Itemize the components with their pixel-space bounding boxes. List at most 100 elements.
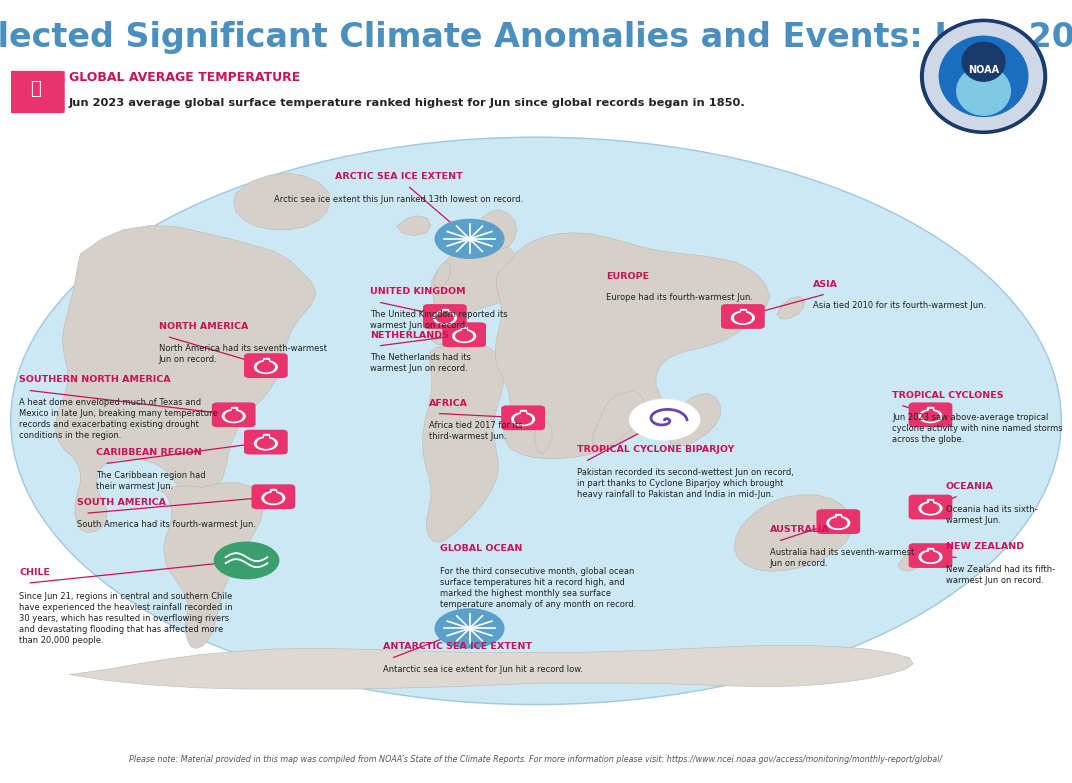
Text: The United Kingdom reported its
warmest Jun on record.: The United Kingdom reported its warmest …	[370, 310, 507, 330]
Text: Arctic sea ice extent this Jun ranked 13th lowest on record.: Arctic sea ice extent this Jun ranked 13…	[274, 194, 523, 204]
Text: The Netherlands had its
warmest Jun on record.: The Netherlands had its warmest Jun on r…	[370, 353, 471, 373]
Bar	[264, 436, 268, 443]
Circle shape	[731, 312, 755, 324]
Bar	[263, 434, 269, 443]
FancyBboxPatch shape	[909, 543, 952, 568]
Text: Africa tied 2017 for its
third-warmest Jun.: Africa tied 2017 for its third-warmest J…	[429, 421, 522, 441]
FancyBboxPatch shape	[244, 353, 287, 378]
Bar	[928, 409, 933, 416]
Circle shape	[919, 410, 942, 423]
Circle shape	[924, 23, 1042, 130]
Bar	[232, 409, 236, 416]
Bar	[740, 309, 746, 318]
Text: SOUTHERN NORTH AMERICA: SOUTHERN NORTH AMERICA	[19, 376, 170, 384]
Text: Asia tied 2010 for its fourth-warmest Jun.: Asia tied 2010 for its fourth-warmest Ju…	[813, 301, 985, 310]
Bar	[927, 407, 934, 416]
Circle shape	[830, 518, 847, 528]
FancyBboxPatch shape	[212, 402, 255, 428]
Text: Oceania had its sixth-
warmest Jun.: Oceania had its sixth- warmest Jun.	[946, 504, 1037, 525]
Circle shape	[922, 503, 939, 513]
Text: AFRICA: AFRICA	[429, 399, 467, 407]
Text: Please note: Material provided in this map was compiled from NOAA’s State of the: Please note: Material provided in this m…	[130, 755, 942, 763]
FancyBboxPatch shape	[252, 485, 295, 509]
Polygon shape	[472, 210, 517, 250]
Text: South America had its fourth-warmest Jun.: South America had its fourth-warmest Jun…	[77, 521, 256, 529]
Bar	[741, 311, 745, 318]
Polygon shape	[161, 483, 263, 648]
Polygon shape	[734, 495, 852, 572]
Circle shape	[265, 493, 282, 503]
FancyBboxPatch shape	[502, 406, 545, 430]
Circle shape	[827, 517, 850, 529]
Bar	[462, 329, 466, 336]
Text: Antarctic sea ice extent for Jun hit a record low.: Antarctic sea ice extent for Jun hit a r…	[383, 665, 583, 674]
Ellipse shape	[11, 137, 1061, 705]
Bar	[835, 514, 842, 523]
Circle shape	[254, 437, 278, 450]
FancyBboxPatch shape	[244, 430, 287, 454]
Polygon shape	[593, 391, 645, 448]
Text: CHILE: CHILE	[19, 568, 50, 577]
Bar	[927, 499, 934, 508]
Circle shape	[919, 550, 942, 564]
Text: SOUTH AMERICA: SOUTH AMERICA	[77, 498, 166, 507]
Circle shape	[257, 438, 274, 448]
Bar	[836, 516, 840, 523]
Text: Since Jun 21, regions in central and southern Chile
have experienced the heavies: Since Jun 21, regions in central and sou…	[19, 592, 233, 645]
Text: Jun 2023 saw above-average tropical
cyclone activity with nine named storms
acro: Jun 2023 saw above-average tropical cycl…	[892, 413, 1062, 444]
Circle shape	[630, 400, 699, 439]
Circle shape	[452, 330, 476, 342]
Polygon shape	[429, 242, 523, 345]
Circle shape	[734, 313, 751, 323]
Text: ARCTIC SEA ICE EXTENT: ARCTIC SEA ICE EXTENT	[334, 172, 463, 181]
Circle shape	[921, 20, 1046, 133]
Circle shape	[257, 363, 274, 372]
Polygon shape	[422, 343, 504, 542]
FancyBboxPatch shape	[443, 323, 486, 347]
Text: AUSTRALIA: AUSTRALIA	[770, 525, 830, 534]
Circle shape	[435, 609, 504, 648]
Bar	[521, 412, 525, 419]
Bar	[263, 358, 269, 367]
Bar	[442, 309, 448, 318]
Polygon shape	[669, 394, 720, 446]
Text: ANTARCTIC SEA ICE EXTENT: ANTARCTIC SEA ICE EXTENT	[383, 643, 532, 651]
Circle shape	[962, 42, 1006, 81]
FancyBboxPatch shape	[909, 402, 952, 428]
Bar	[271, 491, 276, 498]
Circle shape	[939, 36, 1028, 117]
Polygon shape	[495, 233, 770, 459]
FancyBboxPatch shape	[423, 304, 466, 329]
Circle shape	[214, 542, 279, 579]
Circle shape	[922, 552, 939, 561]
Text: OCEANIA: OCEANIA	[946, 482, 994, 491]
Text: GLOBAL OCEAN: GLOBAL OCEAN	[440, 543, 522, 553]
Text: Australia had its seventh-warmest
Jun on record.: Australia had its seventh-warmest Jun on…	[770, 547, 914, 568]
Bar	[461, 327, 467, 336]
Circle shape	[225, 411, 242, 421]
Circle shape	[262, 492, 285, 504]
Text: For the third consecutive month, global ocean
surface temperatures hit a record : For the third consecutive month, global …	[440, 567, 636, 609]
Polygon shape	[397, 216, 431, 236]
Text: New Zealand had its fifth-
warmest Jun on record.: New Zealand had its fifth- warmest Jun o…	[946, 565, 1055, 585]
Text: ASIA: ASIA	[813, 280, 837, 289]
FancyBboxPatch shape	[721, 304, 764, 329]
Circle shape	[919, 502, 942, 515]
Bar	[443, 311, 447, 318]
Bar	[927, 547, 934, 557]
Polygon shape	[777, 297, 804, 319]
Text: NOAA: NOAA	[968, 65, 999, 75]
Bar	[928, 550, 933, 557]
Text: Jun 2023 average global surface temperature ranked highest for Jun since global : Jun 2023 average global surface temperat…	[69, 98, 746, 107]
Bar	[928, 501, 933, 508]
Text: TROPICAL CYCLONE BIPARJOY: TROPICAL CYCLONE BIPARJOY	[577, 446, 734, 454]
Bar	[520, 410, 526, 419]
Circle shape	[436, 313, 453, 323]
Text: NEW ZEALAND: NEW ZEALAND	[946, 543, 1024, 551]
Text: Selected Significant Climate Anomalies and Events: June 2023: Selected Significant Climate Anomalies a…	[0, 20, 1072, 54]
Circle shape	[456, 331, 473, 341]
Circle shape	[433, 312, 457, 324]
Polygon shape	[70, 645, 913, 689]
Circle shape	[511, 413, 535, 426]
Text: A heat dome enveloped much of Texas and
Mexico in late Jun, breaking many temper: A heat dome enveloped much of Texas and …	[19, 398, 218, 440]
